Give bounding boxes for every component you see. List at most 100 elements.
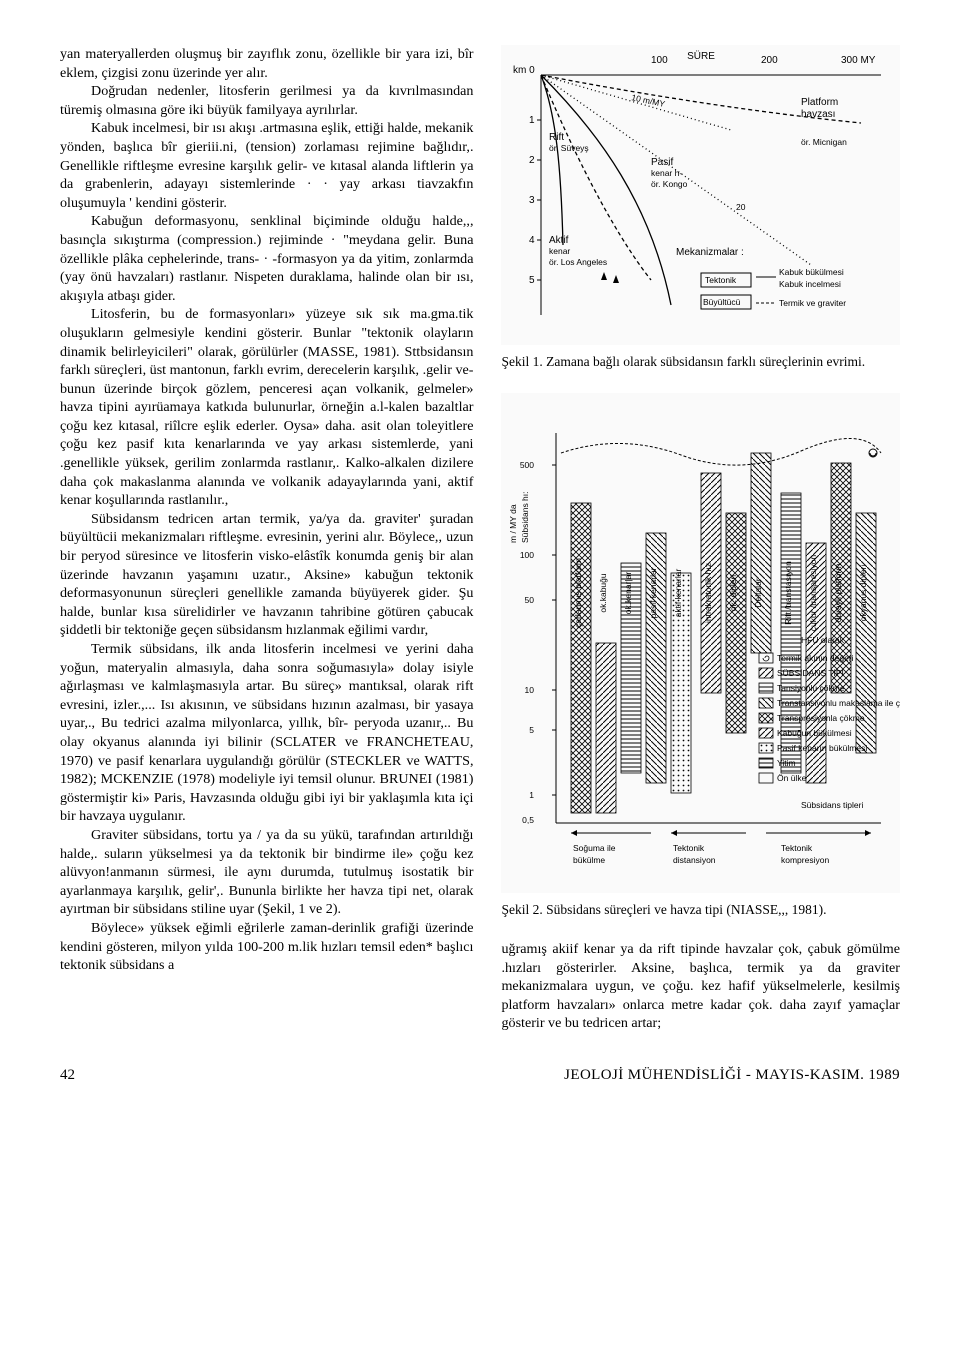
fig2-bottom-m1: Tektonik [673,843,705,853]
fig2-legend-swatch [759,728,773,738]
two-column-layout: yan materyallerden oluşmuş bir zayıflık … [60,45,900,1033]
fig2-ytick: 10 [525,685,535,695]
fig2-legend-swatch [759,758,773,768]
fig2-legend-label: Ön ülke [777,773,807,783]
fig2-ytick: 5 [530,725,535,735]
fig2-legend-label: Kabuğun bükülmesi [777,728,852,738]
fig2-inner-label: ok.kenar|ar [623,571,633,614]
fig1-label-platform: Platform [801,97,838,108]
body-paragraph: Sübsidansm tedricen artan termik, ya/ya … [60,510,473,640]
fig1-label-orkongo: ör. Kongo [651,179,688,189]
fig2-legend-label: Transtansiyonlu makaslama ile çökme [777,698,900,708]
figure-1: km 0 100 SÜRE 200 300 MY 1 2 3 4 5 [501,45,900,345]
body-paragraph: uğramış akiif kenar ya da rift tipinde h… [501,940,900,1033]
body-paragraph: yan materyallerden oluşmuş bir zayıflık … [60,45,473,82]
fig1-label-orla: ör. Los Angeles [549,257,607,267]
fig2-inner-label: ok. dipleri [728,574,738,610]
figure-2-svg: m / MY da Sübsidans hı: 500 100 50 10 5 … [501,393,900,893]
fig2-ytick: 1 [530,790,535,800]
body-paragraph: Kabuk incelmesi, bir ısı akışı .artmasın… [60,119,473,212]
page-number: 42 [60,1067,75,1084]
fig1-axis-top: SÜRE [688,50,716,62]
body-paragraph: Böylece» yüksek eğimli eğrilerle zaman-d… [60,919,473,975]
fig1-diag20: 20 [736,202,746,212]
fig1-label-pasif: Pasif [651,157,673,168]
fig2-inner-label: duraylı platform [833,563,843,622]
fig2-inner-label: pasif kenarlar [648,567,658,618]
fig2-bottom-m2: distansiyon [673,855,716,865]
fig2-ytick: 0,5 [523,815,535,825]
right-column: km 0 100 SÜRE 200 300 MY 1 2 3 4 5 [501,45,900,1033]
fig2-ytick: 500 [520,460,534,470]
body-paragraph: Litosferin, bu de formasyonları» yüzeye … [60,305,473,510]
fig2-inner-label: çukur /transpresiyon [808,554,818,631]
body-paragraph: Kabuğun deformasyonu, senklinal biçimind… [60,212,473,305]
body-paragraph: Graviter sübsidans, tortu ya / ya da su … [60,826,473,919]
fig2-legend-swatch [759,743,773,753]
fig2-inner-label: Deltalar [753,578,763,607]
fig2-ytick: 100 [520,550,534,560]
fig2-inner-label: okyanus dipleri [858,564,868,621]
fig1-label-aktif: Aktif [549,235,569,246]
fig2-yaxis-label2: Sübsidans hı: [520,491,530,543]
fig2-bar [726,513,746,733]
fig1-kabuk-bukul: Kabuk bükülmesi [779,267,844,277]
page: yan materyallerden oluşmuş bir zayıflık … [0,0,960,1351]
fig2-legend-swatch [759,698,773,708]
fig2-bar [751,453,771,653]
fig2-legend-label: Yitim [777,758,796,768]
fig2-inner-label: Rift /transtasıyon [783,560,793,624]
fig1-ytick: 2 [529,155,535,166]
left-column: yan materyallerden oluşmuş bir zayıflık … [60,45,473,1033]
fig1-label-orsuveys: ör. Süveyş [549,143,589,153]
fig1-ytick: 3 [529,195,535,206]
fig2-legend-label: Pasif kenarın bükülmesi [777,743,867,753]
fig2-inner-label: ok.kabuğu [598,573,608,612]
fig2-legend-swatch [759,683,773,693]
fig2-yaxis-label: m / MY da [508,504,518,543]
fig2-legend-swatch [759,668,773,678]
fig1-label-mekaniz: Mekanizmalar : [676,247,744,258]
fig2-legend-label: SÜBSİDANS TİPİ [777,668,844,678]
fig2-bar [596,643,616,813]
fig2-ytick: 50 [525,595,535,605]
fig2-bar [571,503,591,813]
fig1-label-kenar: kenar [549,246,570,256]
fig1-xtick: 300 MY [841,55,876,66]
fig2-legend-label: Tansiyonlu çökme [777,683,845,693]
figure-1-caption: Şekil 1. Zamana bağlı olarak sübsidansın… [501,353,900,371]
right-body-text: uğramış akiif kenar ya da rift tipinde h… [501,940,900,1033]
fig2-hfu: HFU olarak [801,635,845,645]
fig1-tektonik-box: Tektonik [705,275,737,285]
fig1-rift-curve [541,75,563,245]
fig1-xtick: 200 [761,55,778,66]
fig2-inner-label: intrakratonik hız [703,563,713,623]
fig2-legend-swatch [759,773,773,783]
figure-2-caption: Şekil 2. Sübsidans süreçleri ve havza ti… [501,901,900,919]
fig1-buyultucu-box: Büyültücü [703,297,741,307]
fig1-ytick: 4 [529,235,535,246]
fig2-inner-label: çarlanmış platform [573,558,583,628]
figure-1-svg: km 0 100 SÜRE 200 300 MY 1 2 3 4 5 [501,45,900,345]
fig2-bottom-l1: Soğuma ile [573,843,616,853]
fig1-diag10: 10 m/MY [631,92,667,109]
fig2-subs-tipleri: Sübsidans tipleri [801,800,863,810]
fig1-ytick: 1 [529,115,535,126]
fig1-label-ormicnigan: ör. Micnigan [801,137,847,147]
fig1-ytick: 5 [529,275,535,286]
journal-footer: JEOLOJİ MÜHENDİSLİĞİ - MAYIS-KASIM. 1989 [564,1067,900,1084]
fig2-inner-label: aktif kenarlar [673,568,683,617]
fig2-legend-label: Transpresiyonla çökme [777,713,865,723]
fig1-label-rift: Rift [549,132,564,143]
fig1-termik-grav: Termik ve graviter [779,298,846,308]
fig2-bottom-l2: bükülme [573,855,605,865]
body-paragraph: Doğrudan nedenler, litosferin gerilmesi … [60,82,473,119]
fig1-label-havzasi: havzası [801,109,835,120]
fig2-legend-swatch [759,653,773,663]
fig1-xtick: 100 [651,55,668,66]
fig2-legend-label: Termik akının değeri [777,653,854,663]
fig2-bottom-r2: kompresiyon [781,855,829,865]
body-paragraph: Termik sübsidans, ilk anda litosferin in… [60,640,473,826]
page-footer: 42 JEOLOJİ MÜHENDİSLİĞİ - MAYIS-KASIM. 1… [60,1067,900,1084]
fig2-legend-swatch [759,713,773,723]
